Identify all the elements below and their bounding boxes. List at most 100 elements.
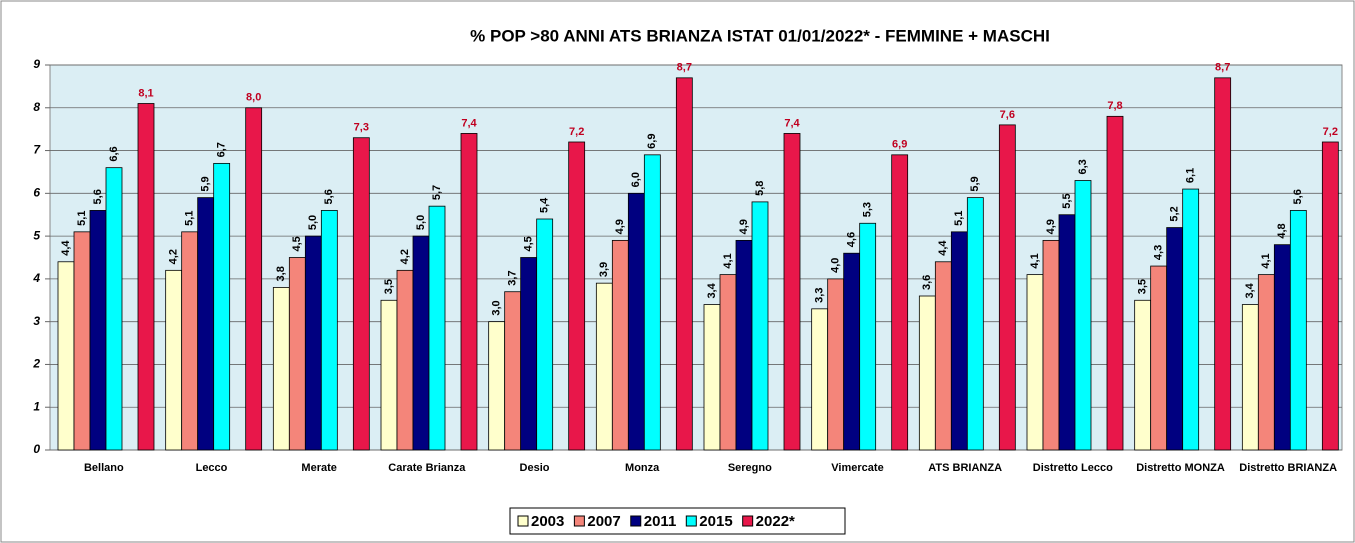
bar	[320, 210, 338, 451]
value-label: 5,5	[1061, 193, 1073, 208]
value-label: 5,2	[1169, 206, 1181, 221]
bar	[1026, 274, 1044, 451]
bar	[1074, 180, 1092, 451]
plot-area	[49, 64, 1343, 451]
x-tick-label: ATS BRIANZA	[928, 462, 1002, 474]
x-tick-label: Distretto MONZA	[1136, 462, 1225, 474]
bar	[719, 274, 737, 451]
bar	[595, 282, 613, 451]
x-tick-label: Desio	[520, 462, 550, 474]
value-label: 7,2	[569, 126, 584, 138]
bar	[1166, 227, 1184, 451]
value-label: 5,0	[415, 215, 427, 230]
value-label: 6,9	[646, 134, 658, 149]
x-tick-label: Bellano	[84, 462, 124, 474]
x-tick-label: Carate Brianza	[388, 462, 466, 474]
value-label: 4,5	[291, 236, 303, 251]
x-tick-label: Seregno	[728, 462, 772, 474]
value-label: 4,3	[1153, 245, 1165, 260]
value-label: 3,4	[1244, 282, 1256, 298]
bar	[1289, 210, 1307, 451]
x-tick-label: Lecco	[196, 462, 228, 474]
value-label: 3,0	[491, 300, 503, 315]
bar	[165, 269, 183, 451]
y-tick-label: 3	[33, 314, 40, 328]
value-label: 6,0	[630, 172, 642, 187]
bar	[735, 239, 753, 451]
legend-label: 2015	[699, 513, 732, 530]
bar	[998, 124, 1016, 451]
bar	[643, 154, 661, 451]
value-label: 3,3	[814, 288, 826, 303]
legend-label: 2011	[644, 513, 677, 530]
value-label: 4,4	[937, 240, 949, 256]
value-label: 6,6	[108, 146, 120, 161]
value-label: 4,1	[722, 253, 734, 268]
bar	[213, 162, 231, 451]
bar	[181, 231, 199, 451]
bar	[520, 257, 538, 451]
value-label: 4,8	[1276, 223, 1288, 238]
value-label: 7,8	[1107, 100, 1122, 112]
bar	[89, 210, 107, 451]
bar	[966, 197, 984, 451]
bar	[536, 218, 554, 451]
legend-swatch	[573, 515, 585, 527]
bar	[783, 133, 801, 451]
y-tick-label: 2	[32, 357, 40, 371]
bar	[1150, 265, 1168, 451]
bar	[950, 231, 968, 451]
bar	[73, 231, 91, 451]
bar	[1134, 299, 1152, 451]
value-label: 3,5	[1137, 279, 1149, 294]
value-label: 5,3	[862, 202, 874, 217]
bar	[380, 299, 398, 451]
bar	[751, 201, 769, 451]
value-label: 5,9	[200, 176, 212, 191]
bar	[1182, 188, 1200, 451]
value-label: 5,4	[539, 197, 551, 213]
bar	[428, 205, 446, 451]
bar	[304, 235, 322, 451]
chart-title: % POP >80 ANNI ATS BRIANZA ISTAT 01/01/2…	[470, 26, 1050, 45]
bar	[1321, 141, 1339, 451]
value-label: 7,4	[784, 117, 800, 129]
x-tick-label: Vimercate	[831, 462, 883, 474]
value-label: 4,9	[1045, 219, 1057, 234]
value-label: 4,1	[1260, 253, 1272, 268]
value-label: 5,1	[184, 211, 196, 226]
y-tick-label: 8	[33, 100, 40, 114]
legend-swatch	[517, 515, 529, 527]
bar	[1106, 115, 1124, 451]
y-tick-label: 4	[32, 271, 40, 285]
bar	[197, 197, 215, 451]
bar	[137, 103, 155, 451]
x-tick-label: Merate	[301, 462, 336, 474]
value-label: 4,4	[60, 240, 72, 256]
y-tick-label: 1	[33, 399, 40, 413]
y-tick-label: 9	[33, 57, 40, 71]
value-label: 5,7	[431, 185, 443, 200]
x-tick-label: Monza	[625, 462, 660, 474]
bar	[504, 291, 522, 451]
value-label: 6,3	[1077, 159, 1089, 174]
y-tick-label: 6	[33, 186, 40, 200]
value-label: 8,7	[1215, 62, 1230, 74]
value-label: 8,1	[138, 87, 153, 99]
value-label: 3,4	[706, 282, 718, 298]
value-label: 5,1	[76, 211, 88, 226]
bar	[675, 77, 693, 451]
y-tick-label: 7	[33, 143, 41, 157]
value-label: 4,0	[830, 258, 842, 273]
value-label: 7,4	[461, 117, 477, 129]
legend-label: 2022*	[756, 513, 795, 530]
value-label: 4,9	[614, 219, 626, 234]
bar	[918, 295, 936, 451]
value-label: 5,6	[323, 189, 335, 204]
value-label: 5,9	[969, 176, 981, 191]
y-tick-label: 5	[33, 228, 40, 242]
value-label: 5,8	[754, 181, 766, 196]
bar	[1273, 244, 1291, 451]
x-tick-label: Distretto BRIANZA	[1239, 462, 1337, 474]
